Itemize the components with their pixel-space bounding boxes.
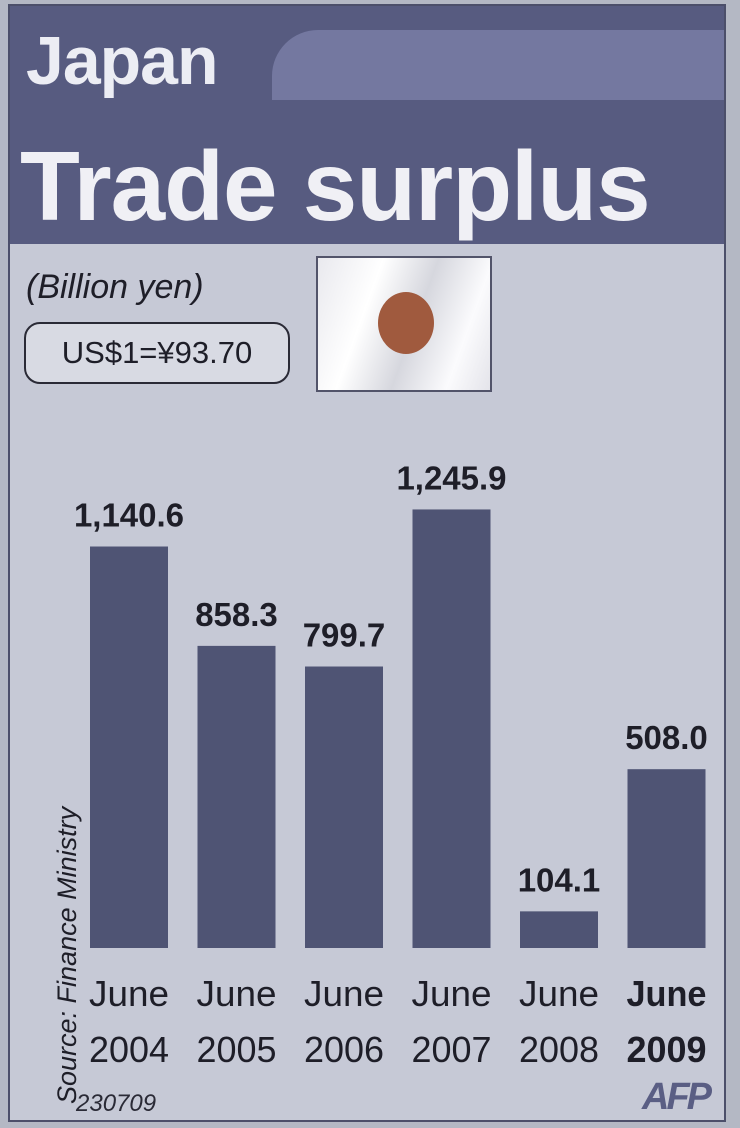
category-label: June: [412, 973, 492, 1014]
category-label: June: [519, 973, 599, 1014]
category-label: June: [197, 973, 277, 1014]
value-label: 1,245.9: [396, 459, 506, 496]
value-label: 508.0: [625, 719, 708, 756]
flag-red-disc: [378, 292, 434, 354]
country-label: Japan: [26, 23, 219, 99]
bar-june-2006: [305, 666, 383, 948]
bar-june-2007: [412, 509, 491, 948]
title-banner: Japan Trade surplus: [10, 6, 724, 244]
category-label: June: [304, 973, 384, 1014]
bar-june-2004: [90, 546, 168, 948]
category-label: 2007: [412, 1029, 492, 1070]
unit-label: (Billion yen): [26, 268, 204, 306]
graphic-code: 230709: [76, 1090, 157, 1117]
bar-june-2009: [627, 769, 706, 948]
category-label: June: [627, 973, 707, 1014]
value-label: 104.1: [518, 861, 601, 898]
bar-chart: 1,140.6 June 2004 858.3 June 2005 799.7 June 200…: [74, 459, 708, 1070]
category-label: June: [89, 973, 169, 1014]
banner-tab-shape: [272, 30, 724, 100]
infographic-card: Japan Trade surplus (Billion yen) US$1=¥…: [8, 4, 726, 1122]
bar-june-2008: [520, 911, 598, 948]
category-label: 2004: [89, 1029, 169, 1070]
exchange-rate-badge: US$1=¥93.70: [24, 322, 290, 384]
bar-june-2005: [197, 645, 276, 948]
chart-title: Trade surplus: [20, 131, 651, 241]
source-note: Source: Finance Ministry: [52, 806, 82, 1104]
afp-logo: AFP: [642, 1076, 712, 1118]
value-label: 1,140.6: [74, 497, 184, 534]
value-label: 799.7: [303, 617, 386, 654]
value-label: 858.3: [195, 596, 278, 633]
category-label: 2006: [304, 1029, 384, 1070]
japan-flag-icon: [316, 256, 492, 392]
category-label: 2008: [519, 1029, 599, 1070]
category-label: 2005: [197, 1029, 277, 1070]
category-label: 2009: [627, 1029, 707, 1070]
